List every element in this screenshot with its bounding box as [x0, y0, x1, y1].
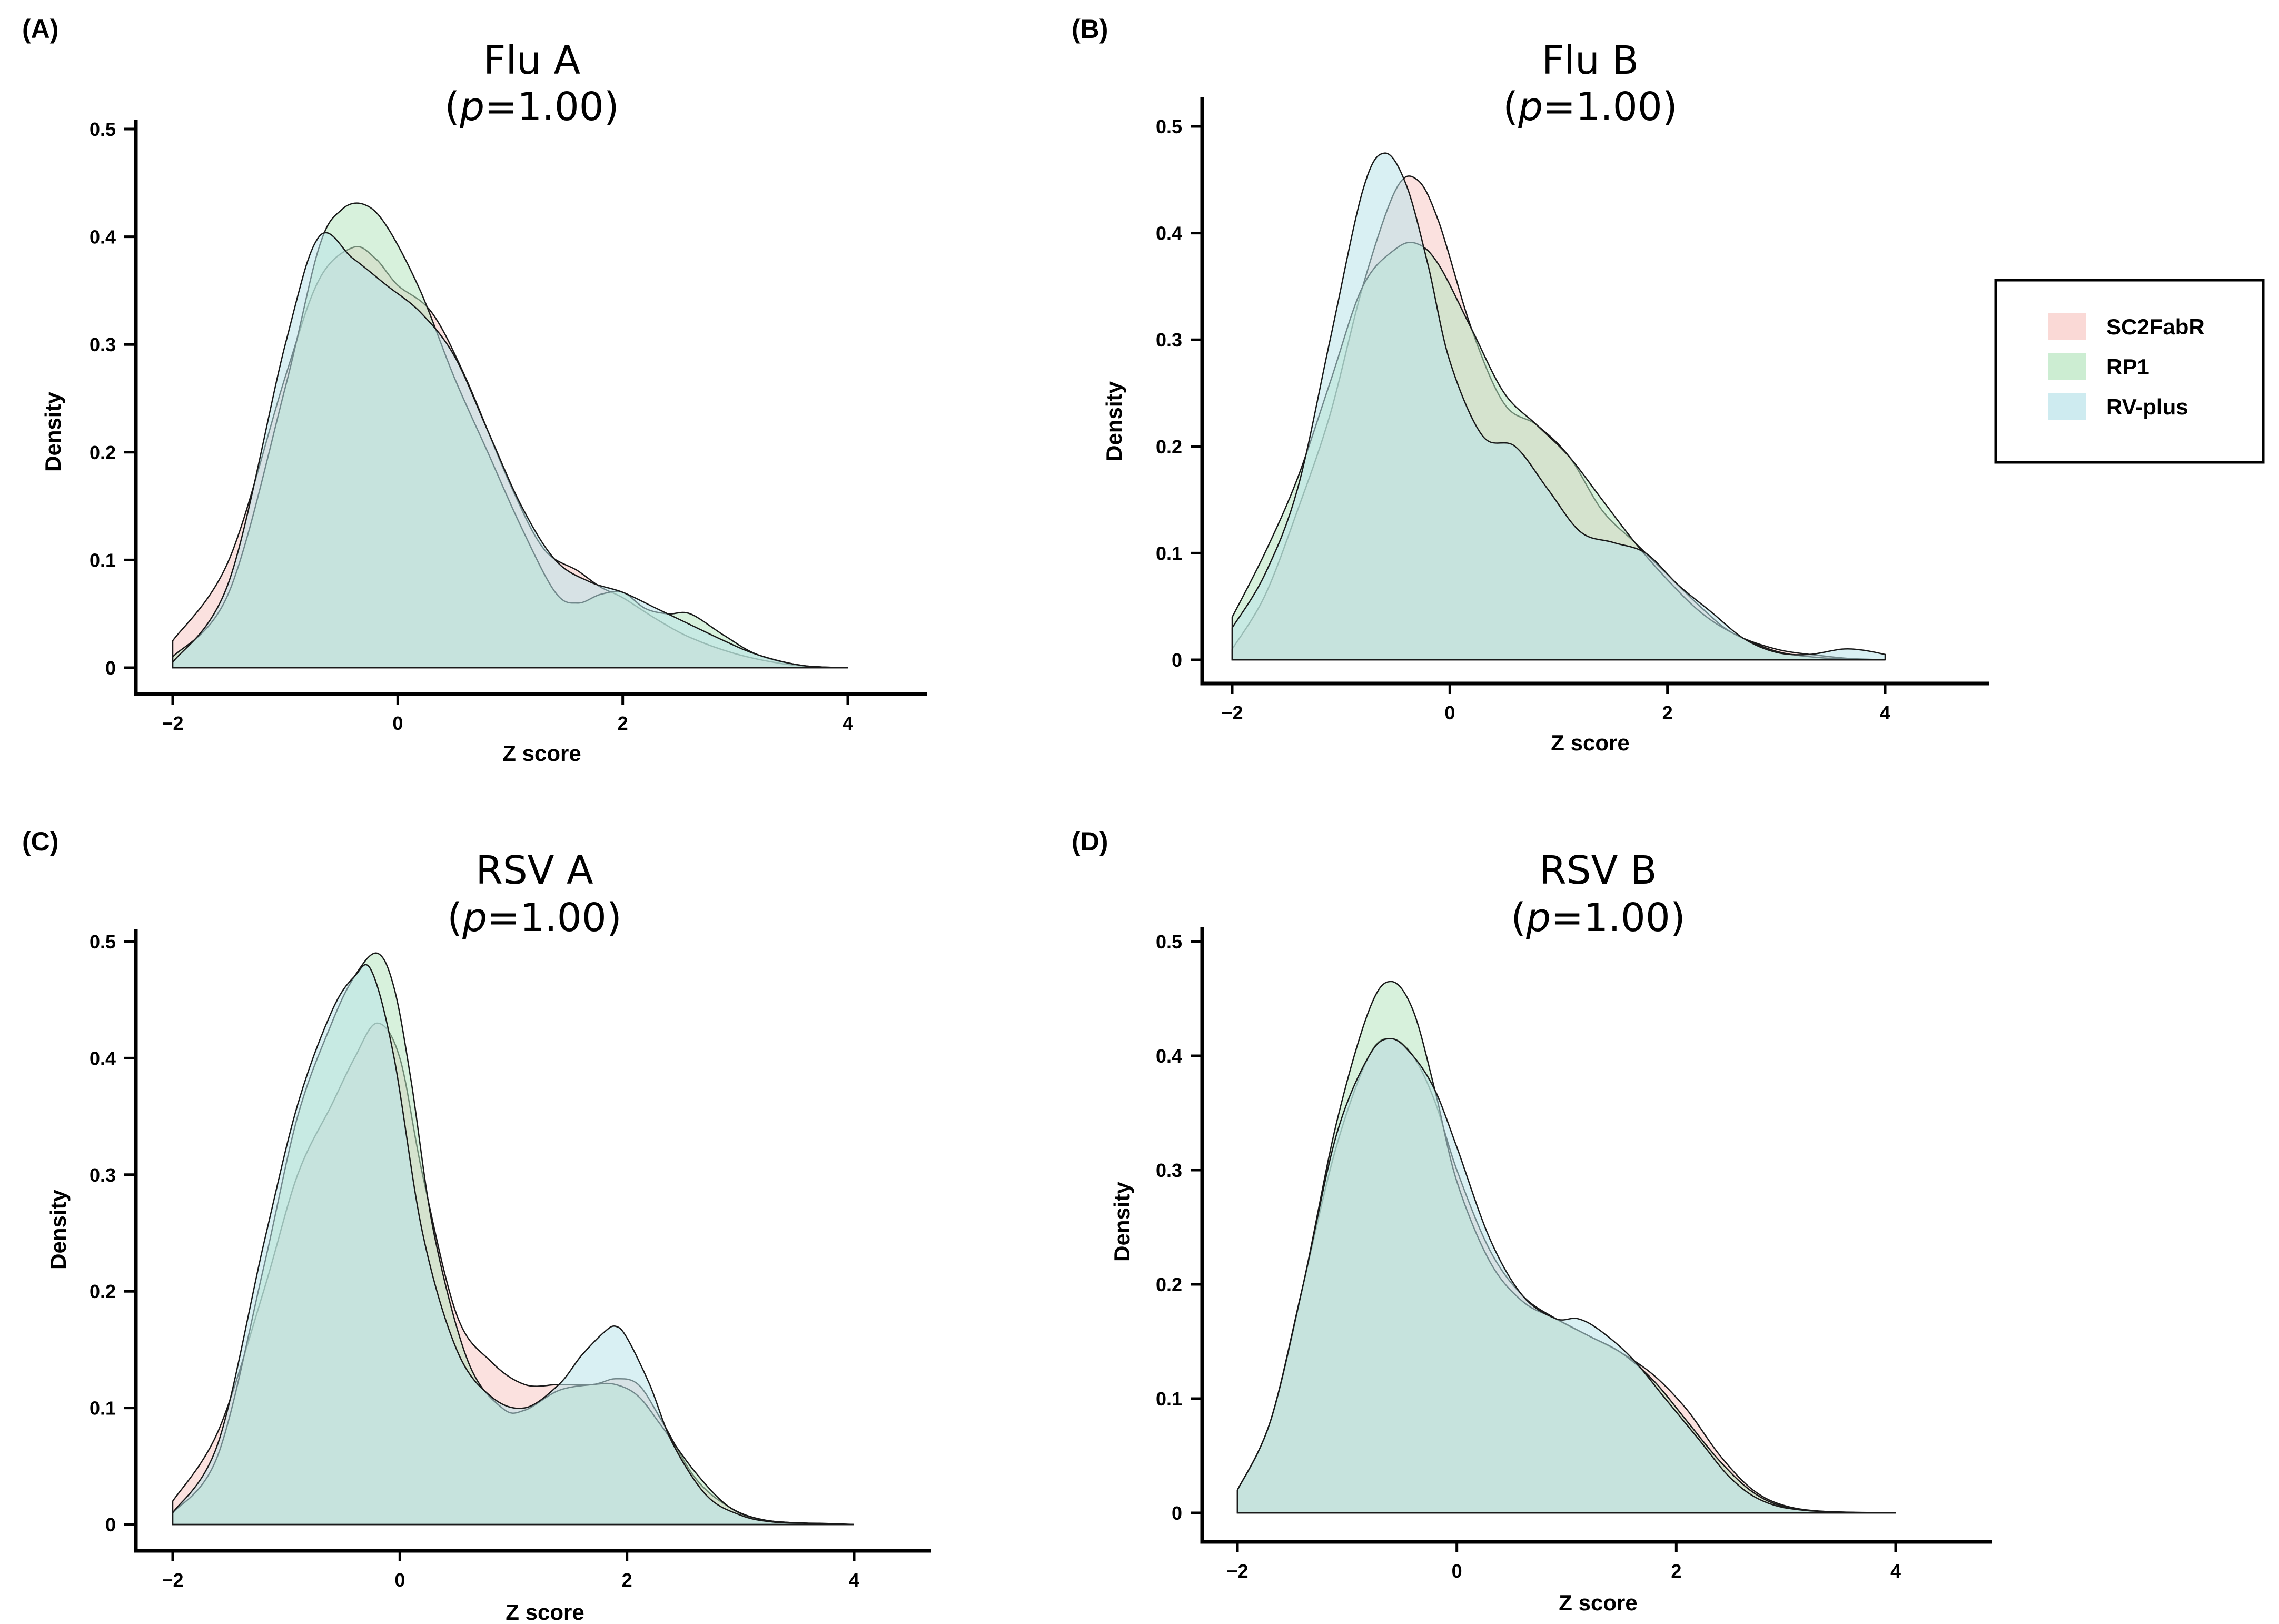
axes	[134, 120, 927, 696]
p-value-label: (p=1.00)	[1503, 84, 1678, 130]
chart-panel-d: (D) RSV B(p=1.00) 0 0.1 0.2 0.3 0.4 0.5 −2 0 2 4 Z s…	[1072, 827, 1992, 1615]
y-tick-label: 0.1	[90, 1398, 116, 1419]
y-tick-label: 0.3	[1156, 1160, 1182, 1181]
y-tick-label: 0	[1172, 649, 1182, 671]
x-tick-label: −2	[1221, 702, 1243, 724]
chart-panel-c: (C) RSV A(p=1.00) 0 0.1 0.2 0.3 0.4 0.5 −2 0 2 4 Z s…	[22, 827, 931, 1624]
legend: SC2FabR RP1 RV-plus	[1994, 279, 2265, 464]
x-tick-label: 4	[849, 1569, 859, 1591]
x-tick-label: 2	[1671, 1560, 1681, 1582]
legend-label: SC2FabR	[2106, 314, 2205, 339]
legend-swatch	[2048, 353, 2086, 380]
x-tick-label: 0	[1444, 702, 1455, 724]
y-tick-label: 0.5	[90, 931, 116, 953]
legend-label: RP1	[2106, 354, 2149, 379]
legend-label: RV-plus	[2106, 394, 2188, 419]
density-rv-plus	[172, 964, 855, 1526]
p-value-label: (p=1.00)	[444, 84, 619, 130]
y-axis-label: Density	[1102, 381, 1126, 461]
density-rv-plus	[1231, 152, 1886, 661]
chart-title: RSV A	[475, 848, 593, 893]
y-tick-label: 0.3	[1156, 329, 1182, 351]
y-tick-label: 0.4	[1156, 223, 1182, 244]
x-tick-label: −2	[162, 712, 183, 734]
p-value-label: (p=1.00)	[447, 895, 622, 940]
y-tick-label: 0.1	[1156, 1388, 1182, 1410]
chart-title: Flu B	[1542, 38, 1639, 83]
y-tick-label: 0	[105, 1514, 116, 1536]
y-tick-label: 0.5	[1156, 931, 1182, 953]
x-tick-label: −2	[162, 1569, 183, 1591]
y-tick-label: 0.1	[1156, 542, 1182, 564]
legend-box	[1994, 279, 2265, 464]
panel-label: (B)	[1072, 14, 1108, 44]
y-axis-label: Density	[41, 392, 65, 472]
y-tick-label: 0.2	[1156, 436, 1182, 458]
x-axis-label: Z score	[1551, 730, 1629, 755]
x-tick-label: 4	[1890, 1560, 1901, 1582]
chart-panel-b: (B) Flu B(p=1.00) 0 0.1 0.2 0.3 0.4 0.5 −2 0 2 4 Z s…	[1072, 14, 1989, 755]
y-tick-label: 0.2	[90, 442, 116, 463]
p-value-label: (p=1.00)	[1511, 895, 1686, 940]
panel-label: (D)	[1072, 827, 1108, 856]
y-tick-label: 0.3	[90, 1164, 116, 1186]
chart-panel-a: (A) Flu A(p=1.00) 0 0.1 0.2 0.3 0.4 0.5 −2 0 2 4 Z s…	[22, 14, 927, 766]
y-tick-label: 0.5	[1156, 116, 1182, 137]
x-tick-label: 4	[843, 712, 853, 734]
x-tick-label: 2	[618, 712, 628, 734]
x-axis-label: Z score	[1559, 1590, 1637, 1615]
x-tick-label: 0	[392, 712, 403, 734]
density-rv-plus	[1236, 1038, 1896, 1514]
y-tick-label: 0.4	[1156, 1045, 1182, 1067]
panel-label: (A)	[22, 14, 58, 44]
y-tick-label: 0.1	[90, 549, 116, 571]
y-tick-label: 0.2	[1156, 1274, 1182, 1295]
chart-title: RSV B	[1539, 848, 1657, 893]
legend-swatch	[2048, 313, 2086, 340]
chart-title: Flu A	[483, 38, 581, 83]
x-tick-label: 0	[1452, 1560, 1462, 1582]
y-axis-label: Density	[1109, 1182, 1134, 1262]
y-tick-label: 0	[1172, 1502, 1182, 1524]
y-axis-label: Density	[46, 1190, 71, 1270]
x-tick-label: 2	[1662, 702, 1673, 724]
legend-swatch	[2048, 393, 2086, 420]
axes	[1200, 97, 1989, 686]
x-tick-label: 0	[394, 1569, 405, 1591]
axes	[134, 929, 931, 1553]
axes	[1200, 927, 1992, 1544]
x-axis-label: Z score	[506, 1600, 584, 1624]
y-tick-label: 0.4	[90, 1047, 116, 1069]
y-tick-label: 0.2	[90, 1281, 116, 1302]
y-tick-label: 0.4	[90, 226, 116, 248]
x-axis-label: Z score	[502, 741, 581, 766]
x-tick-label: 2	[622, 1569, 632, 1591]
x-tick-label: −2	[1226, 1560, 1248, 1582]
y-tick-label: 0.3	[90, 334, 116, 355]
panel-label: (C)	[22, 827, 58, 856]
y-tick-label: 0.5	[90, 118, 116, 140]
density-rv-plus	[172, 232, 848, 669]
y-tick-label: 0	[105, 657, 116, 679]
x-tick-label: 4	[1880, 702, 1890, 724]
